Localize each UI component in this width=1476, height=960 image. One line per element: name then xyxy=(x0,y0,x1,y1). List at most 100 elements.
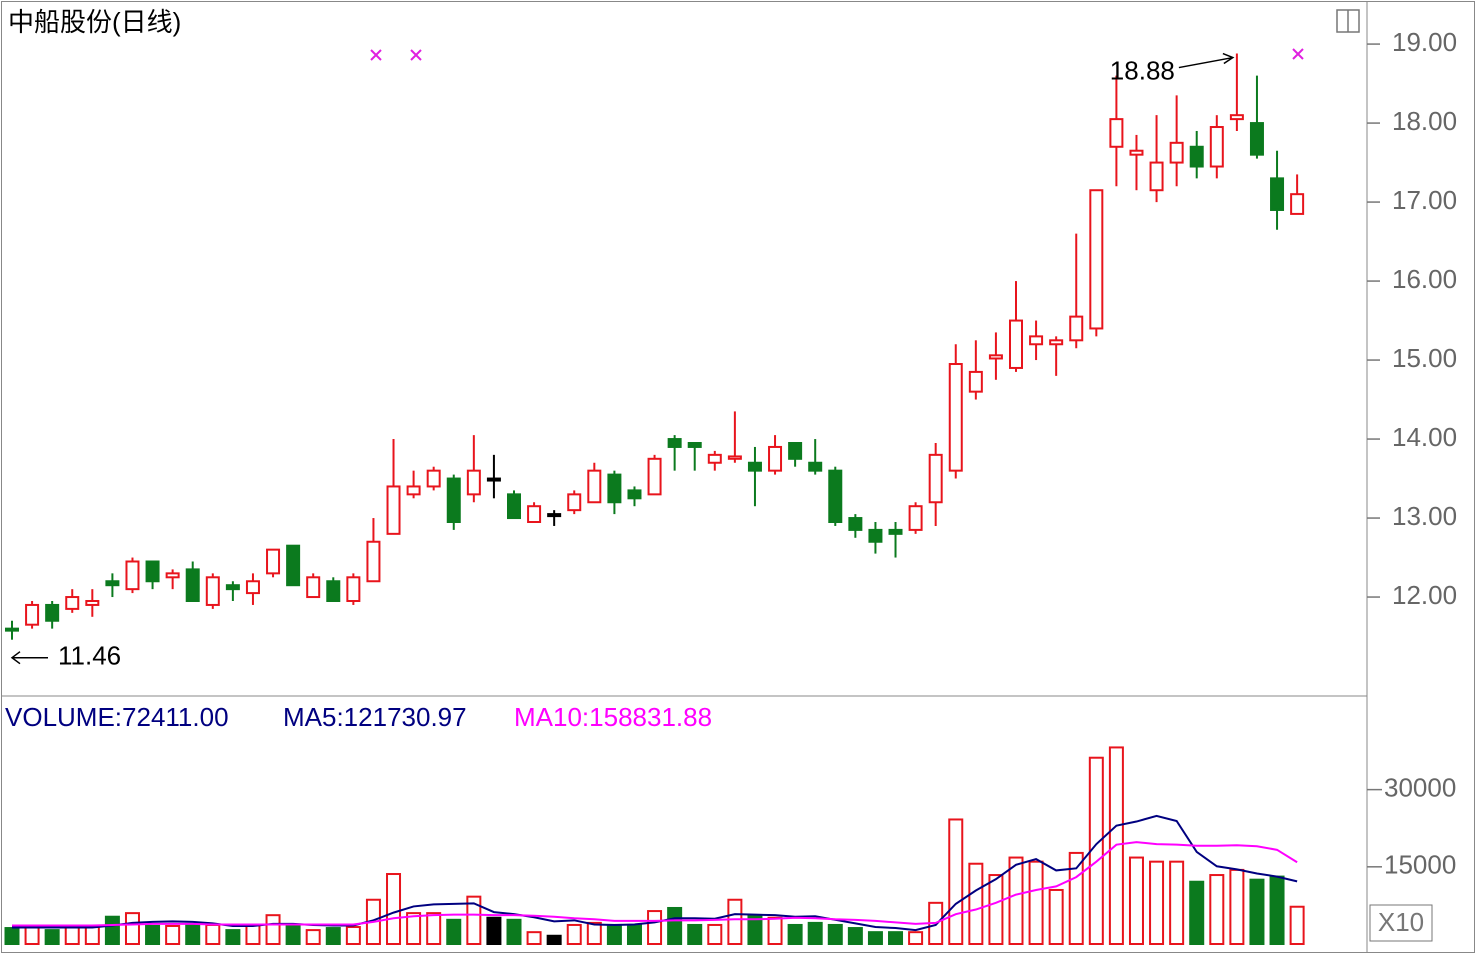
legend-entry: MA5:121730.97 xyxy=(283,702,467,732)
volume-bar xyxy=(1269,875,1285,946)
volume-bar xyxy=(124,912,140,945)
candle-body xyxy=(727,455,742,460)
scale-note: X10 xyxy=(1378,907,1424,937)
volume-bar xyxy=(827,923,843,945)
candle-body xyxy=(326,580,341,602)
scale-box xyxy=(1369,904,1433,942)
candle-body xyxy=(1009,319,1023,369)
annotation-arrow xyxy=(10,651,48,665)
volume-bar xyxy=(566,923,582,945)
candle-body xyxy=(346,576,361,602)
candle-body xyxy=(1189,145,1204,168)
candle-body xyxy=(1290,193,1305,215)
max-annotation: 18.88 xyxy=(1110,55,1175,85)
volume-bar xyxy=(847,927,863,945)
volume-bar xyxy=(4,927,20,945)
volume-bar xyxy=(446,918,462,945)
min-annotation: 11.46 xyxy=(58,641,121,671)
volume-bar xyxy=(325,927,341,945)
legend-entry: VOLUME:72411.00 xyxy=(5,702,229,732)
candle-body xyxy=(647,457,662,496)
candle-body xyxy=(105,580,120,587)
candle-body xyxy=(1029,335,1044,346)
candle-body xyxy=(165,572,180,579)
volume-bar xyxy=(687,923,703,945)
y-tick-label: 12.00 xyxy=(1392,580,1457,610)
volume-bar xyxy=(647,910,663,945)
volume-bar xyxy=(44,929,60,946)
volume-bar xyxy=(24,924,40,945)
y-tick-label: 15.00 xyxy=(1392,343,1457,373)
candle-body xyxy=(205,576,220,606)
candle-body xyxy=(567,493,582,512)
volume-bar xyxy=(667,906,683,946)
candle-body xyxy=(1109,118,1124,148)
candle-body xyxy=(1049,339,1064,346)
event-marker xyxy=(410,49,422,61)
chart-title: 中船股份(日线) xyxy=(8,7,181,37)
volume-bar xyxy=(787,923,803,945)
y-tick-label: 14.00 xyxy=(1392,422,1457,452)
y-tick-label: 18.00 xyxy=(1392,106,1457,136)
volume-bar xyxy=(1048,888,1064,945)
candle-body xyxy=(245,580,260,595)
event-marker xyxy=(370,49,382,61)
candle-body xyxy=(788,442,803,460)
candle-body xyxy=(486,477,501,482)
volume-bar xyxy=(1068,851,1084,946)
volume-bar xyxy=(1149,860,1165,946)
candle-body xyxy=(306,576,321,599)
volume-bar xyxy=(626,923,642,945)
event-markers xyxy=(370,48,1304,61)
volume-bar xyxy=(727,898,743,946)
volume-bar xyxy=(486,916,502,945)
candle-body xyxy=(828,469,843,523)
ma-line xyxy=(12,841,1298,927)
candle-body xyxy=(65,596,80,610)
candle-body xyxy=(446,477,461,524)
volume-bar xyxy=(185,922,201,946)
volume-bar xyxy=(867,931,883,946)
candle-body xyxy=(747,461,762,472)
volume-bar xyxy=(165,924,181,945)
y-tick-label: 17.00 xyxy=(1392,185,1457,215)
candle-body xyxy=(527,505,542,524)
candle-body xyxy=(547,513,562,518)
volume-bar xyxy=(466,895,482,945)
volume-bar xyxy=(1128,856,1144,945)
volume-bar xyxy=(767,916,783,945)
candle-body xyxy=(1209,126,1224,168)
candle-body xyxy=(5,627,19,632)
legend-entry: MA10:158831.88 xyxy=(514,702,712,732)
candle-body xyxy=(507,493,521,520)
candle-body xyxy=(888,528,903,535)
volume-bar xyxy=(707,923,723,945)
y-tick-label: 16.00 xyxy=(1392,264,1457,294)
candle-body xyxy=(948,363,963,472)
candle-body xyxy=(1069,315,1084,342)
candle-body xyxy=(1249,122,1264,156)
y-tick-label: 13.00 xyxy=(1392,501,1457,531)
candle-body xyxy=(1229,114,1244,121)
candle-body xyxy=(707,453,722,464)
candle-body xyxy=(1169,141,1184,164)
volume-bar xyxy=(225,929,241,946)
volume-bar xyxy=(64,926,80,945)
candle-body xyxy=(145,560,160,583)
candle-body xyxy=(968,370,983,393)
volume-bar xyxy=(406,912,422,945)
candle-body xyxy=(125,560,140,591)
y-tick-label: 15000 xyxy=(1384,850,1456,880)
candle-body xyxy=(426,469,441,488)
volume-bar xyxy=(546,934,562,945)
candle-body xyxy=(848,517,863,531)
volume-bar xyxy=(386,873,402,945)
volume-bar xyxy=(948,818,964,945)
candle-body xyxy=(1270,177,1285,211)
candle-body xyxy=(928,453,943,504)
candle-body xyxy=(587,469,602,504)
candle-body xyxy=(988,354,1003,360)
candle-body xyxy=(1149,161,1164,192)
volume-bar xyxy=(265,914,281,946)
